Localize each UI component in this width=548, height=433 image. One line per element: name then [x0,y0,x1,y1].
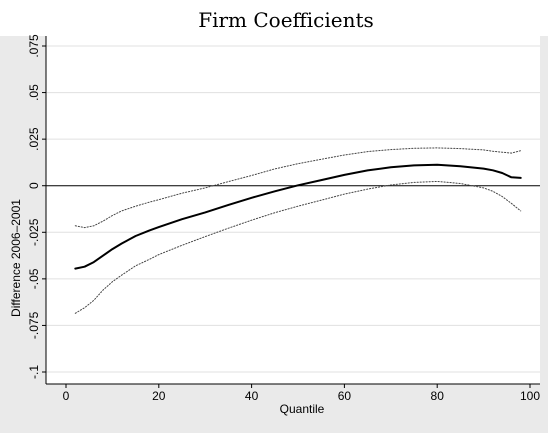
y-tick-label: .025 [27,127,41,151]
upper-confidence-band [74,147,522,229]
plot-panel [46,36,540,384]
x-tick-label: 80 [431,389,445,403]
x-tick-label: 0 [63,389,70,403]
y-axis-label: Difference 2006–2001 [9,199,23,317]
x-tick-label: 20 [152,389,166,403]
x-tick-label: 100 [520,389,540,403]
coefficient-difference-line [74,163,522,270]
ticks-layer: -.1 -.075 -.05 -.025 0 .025 .05 .075 0 20 40 60 80 10… [27,34,540,403]
x-tick-label: 60 [338,389,352,403]
grid-layer [46,45,540,373]
y-tick-label: -.05 [27,268,41,289]
y-tick-label: -.075 [27,311,41,339]
chart-title: Firm Coefficients [198,8,374,32]
title-band [0,0,548,36]
lower-confidence-band [74,180,522,314]
y-tick-label: 0 [27,182,41,189]
axes-layer [45,36,540,385]
y-tick-label: -.025 [27,218,41,246]
y-tick-label: .075 [27,34,41,58]
series-layer [74,147,522,314]
x-axis-label: Quantile [280,402,325,416]
y-tick-label: .05 [27,84,41,101]
y-tick-label: -.1 [27,365,41,379]
x-tick-label: 40 [245,389,259,403]
